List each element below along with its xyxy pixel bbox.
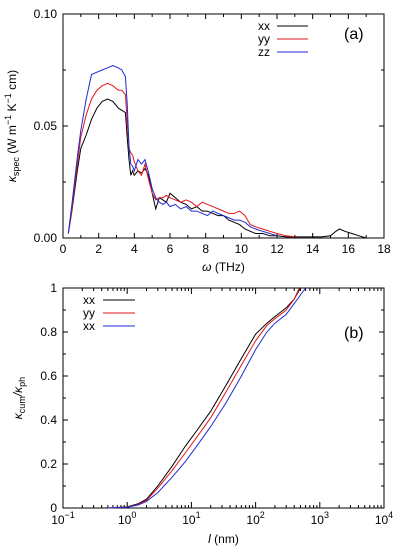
series-line-xx <box>67 98 367 239</box>
series-line-yy <box>67 82 295 238</box>
panel-b-x-axis-label: l (nm) <box>208 532 239 546</box>
x-tick-label: 4 <box>131 242 138 256</box>
x-tick-label: 10−1 <box>51 510 75 527</box>
panel-b-label: (b) <box>344 325 364 342</box>
y-tick-label: 0.00 <box>34 231 58 245</box>
panel-a-x-axis-label: ω (THz) <box>202 260 245 274</box>
legend-label-xx: xx <box>83 293 95 307</box>
x-tick-label: 100 <box>118 510 136 527</box>
x-tick-label: 2 <box>95 242 102 256</box>
y-tick-label: 0.2 <box>40 457 57 471</box>
x-tick-exponent: 1 <box>196 510 201 520</box>
y-tick-label: 0.8 <box>40 325 57 339</box>
x-tick-base: 10 <box>51 513 65 527</box>
panel-a-y-axis-label: κspec (W m−1 K−1 cm) <box>3 70 21 182</box>
panel-b-y-axis-label: κcum/κph <box>11 377 27 419</box>
series-line-zz <box>67 64 278 237</box>
x-tick-label: 103 <box>311 510 329 527</box>
x-tick-label: 6 <box>167 242 174 256</box>
legend-label-yy: yy <box>258 32 270 46</box>
y-tick-label: 0 <box>50 501 57 515</box>
legend-label-zz: xx <box>83 319 95 333</box>
panel-a: 0 2 4 6 8 10 12 14 16 180.000.050.10 (a) ω (THz) … <box>3 7 391 274</box>
series-line-yy <box>107 287 300 509</box>
x-tick-base: 10 <box>246 513 260 527</box>
legend-label-zz: zz <box>258 45 270 59</box>
panel-a-frame <box>62 13 385 239</box>
x-tick-label: 14 <box>306 242 320 256</box>
x-tick-label: 16 <box>342 242 356 256</box>
x-tick-label: 18 <box>377 242 391 256</box>
x-tick-base: 10 <box>182 513 196 527</box>
panel-a-series <box>67 64 367 239</box>
y-tick-label: 0.4 <box>40 413 57 427</box>
y-tick-label: 0.6 <box>40 369 57 383</box>
legend-label-xx: xx <box>258 19 270 33</box>
x-tick-base: 10 <box>311 513 325 527</box>
x-tick-label: 10 <box>235 242 249 256</box>
panel-a-ticks: 0 2 4 6 8 10 12 14 16 18 0.00 0.05 0.10 <box>34 7 391 256</box>
y-tick-label: 1 <box>50 281 57 295</box>
panel-a-label: (a) <box>344 26 364 43</box>
x-tick-label: 8 <box>202 242 209 256</box>
x-tick-label: 0 <box>60 242 67 256</box>
series-line-zz <box>107 287 307 509</box>
y-tick-label: 0.05 <box>34 119 58 133</box>
x-tick-base: 10 <box>118 513 132 527</box>
x-tick-base: 10 <box>375 513 389 527</box>
x-tick-label: 12 <box>270 242 284 256</box>
panel-b-frame <box>62 287 385 509</box>
panel-b-series <box>107 287 307 509</box>
x-tick-exponent: 3 <box>324 510 329 520</box>
x-tick-exponent: 2 <box>260 510 265 520</box>
x-tick-exponent: 4 <box>388 510 393 520</box>
legend-label-yy: yy <box>83 306 95 320</box>
y-tick-label: 0.10 <box>34 7 58 21</box>
x-tick-exponent: −1 <box>65 510 75 520</box>
x-tick-exponent: 0 <box>131 510 136 520</box>
series-line-xx <box>107 287 301 509</box>
x-tick-label: 102 <box>246 510 264 527</box>
x-tick-label: 104 <box>375 510 393 527</box>
x-tick-label: 101 <box>182 510 200 527</box>
